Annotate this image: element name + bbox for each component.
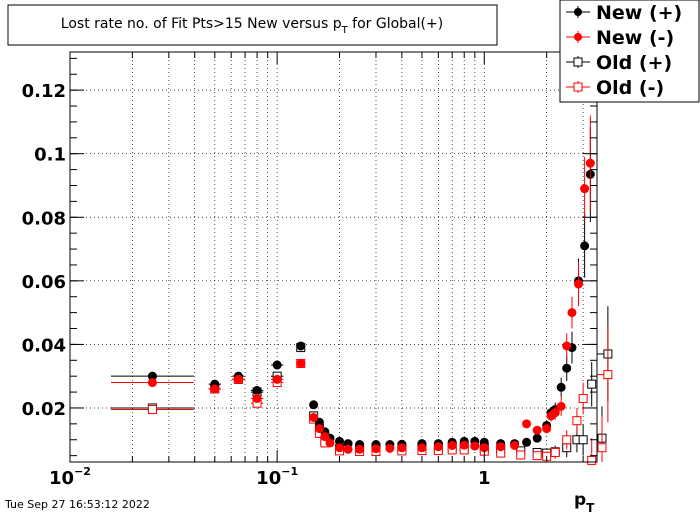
chart-title-subscript: T bbox=[341, 25, 349, 36]
legend-label: Old (+) bbox=[596, 52, 672, 74]
legend-marker bbox=[574, 33, 582, 41]
legend-label: New (+) bbox=[596, 2, 682, 24]
timestamp: Tue Sep 27 16:53:12 2022 bbox=[4, 498, 150, 511]
data-point bbox=[574, 279, 584, 289]
x-tick-label-exponent: −2 bbox=[74, 465, 91, 478]
data-point bbox=[587, 379, 597, 389]
data-point bbox=[562, 341, 572, 351]
x-tick-label-exponent: −1 bbox=[281, 465, 298, 478]
data-point bbox=[572, 416, 582, 426]
data-point bbox=[496, 442, 506, 452]
y-tick-label: 0.12 bbox=[22, 81, 66, 102]
data-point bbox=[320, 432, 330, 442]
legend: New (+) New (-) Old (+) Old (-) bbox=[559, 0, 700, 103]
data-point bbox=[578, 435, 588, 445]
data-point bbox=[567, 308, 577, 318]
series-new bbox=[111, 115, 595, 454]
legend-marker bbox=[574, 8, 582, 16]
y-tick-label: 0.02 bbox=[22, 399, 66, 420]
data-point bbox=[587, 455, 597, 465]
data-point bbox=[459, 440, 469, 450]
data-point bbox=[272, 360, 282, 370]
data-point bbox=[470, 441, 480, 451]
data-points bbox=[111, 115, 613, 465]
data-point bbox=[516, 450, 526, 460]
chart-title-tail: for Global(+) bbox=[348, 16, 443, 32]
data-point bbox=[532, 433, 542, 443]
y-tick-label: 0.1 bbox=[34, 145, 66, 166]
data-point bbox=[147, 405, 157, 415]
data-point bbox=[233, 374, 243, 384]
y-tick-label: 0.06 bbox=[22, 272, 66, 293]
data-point bbox=[252, 393, 262, 403]
data-point bbox=[309, 413, 319, 423]
x-axis-label-main: p bbox=[574, 490, 586, 510]
data-point bbox=[532, 451, 542, 461]
data-point bbox=[252, 385, 262, 395]
data-point bbox=[314, 424, 324, 434]
legend-box bbox=[559, 0, 700, 103]
data-point bbox=[562, 435, 572, 445]
data-point bbox=[447, 440, 457, 450]
x-tick-label-base: 10 bbox=[49, 468, 74, 489]
x-tick-label: 1 bbox=[478, 468, 491, 489]
data-point bbox=[355, 444, 365, 454]
x-axis-label: pT bbox=[574, 490, 595, 514]
data-point bbox=[147, 378, 157, 388]
y-tick-label: 0.04 bbox=[22, 335, 66, 356]
data-point bbox=[296, 341, 306, 351]
data-point bbox=[522, 419, 532, 429]
data-point bbox=[417, 443, 427, 453]
data-point bbox=[556, 401, 566, 411]
data-point bbox=[397, 443, 407, 453]
legend-entry: New (-) bbox=[566, 27, 674, 49]
legend-label: Old (-) bbox=[596, 77, 664, 99]
grid bbox=[69, 52, 597, 462]
plot-frame bbox=[69, 51, 598, 463]
data-point bbox=[578, 393, 588, 403]
data-point bbox=[532, 425, 542, 435]
title-box bbox=[7, 4, 498, 46]
legend-entry: Old (-) bbox=[566, 77, 664, 99]
x-axis-label-subscript: T bbox=[586, 501, 595, 514]
legend-marker bbox=[573, 82, 583, 92]
data-point bbox=[585, 158, 595, 168]
data-point bbox=[597, 443, 607, 453]
data-point bbox=[335, 443, 345, 453]
data-point bbox=[550, 447, 560, 457]
data-point bbox=[603, 370, 613, 380]
data-point bbox=[556, 382, 566, 392]
legend-marker bbox=[573, 57, 583, 67]
data-point bbox=[309, 400, 319, 410]
x-tick-label: 10−1 bbox=[256, 465, 298, 489]
x-tick-label-base: 1 bbox=[478, 468, 491, 489]
data-point bbox=[580, 241, 590, 251]
data-point bbox=[580, 184, 590, 194]
legend-label: New (-) bbox=[596, 27, 674, 49]
x-tick-label: 10−2 bbox=[49, 465, 91, 489]
data-point bbox=[343, 444, 353, 454]
y-tick-label: 0.08 bbox=[22, 208, 66, 229]
data-point bbox=[210, 384, 220, 394]
data-point bbox=[272, 374, 282, 384]
data-point bbox=[542, 424, 552, 434]
data-point bbox=[550, 408, 560, 418]
legend-entry: New (+) bbox=[566, 2, 682, 24]
data-point bbox=[522, 437, 532, 447]
data-point bbox=[562, 363, 572, 373]
chart-title-main: Lost rate no. of Fit Pts>15 New versus p bbox=[61, 16, 342, 32]
chart-title: Lost rate no. of Fit Pts>15 New versus p… bbox=[61, 16, 443, 36]
data-point bbox=[371, 444, 381, 454]
data-point bbox=[325, 438, 335, 448]
data-point bbox=[385, 443, 395, 453]
data-point bbox=[510, 440, 520, 450]
x-tick-label-base: 10 bbox=[256, 468, 281, 489]
legend-entry: Old (+) bbox=[566, 52, 672, 74]
data-point bbox=[433, 442, 443, 452]
data-point bbox=[296, 358, 306, 368]
